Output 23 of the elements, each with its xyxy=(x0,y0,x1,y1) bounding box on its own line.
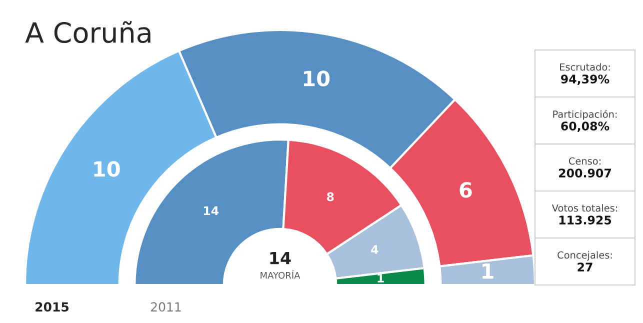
text: 200.907 xyxy=(559,168,611,178)
data-label: 6 xyxy=(460,182,472,198)
text: Concejales: xyxy=(558,251,612,261)
text: Votos totales: xyxy=(552,204,618,212)
data-label: 14 xyxy=(204,206,219,215)
text: Censo: xyxy=(568,157,600,165)
text: 113.925 xyxy=(559,216,612,225)
text: 27 xyxy=(578,262,592,272)
slice-label: 2015 xyxy=(36,302,69,312)
data-label: 8 xyxy=(326,192,334,202)
text: Participación: xyxy=(553,110,617,120)
data-label: 10 xyxy=(304,70,330,86)
data-label: 10 xyxy=(94,161,120,177)
slice-label: 2011 xyxy=(151,302,181,312)
data-label: 1 xyxy=(378,274,384,282)
chart-title: A Coruña xyxy=(25,21,150,44)
data-label: 1 xyxy=(482,263,494,279)
text: Escrutado: xyxy=(560,63,610,71)
text: 60,08% xyxy=(561,122,610,132)
text: MAYORÍA xyxy=(260,270,300,279)
text: 94,39% xyxy=(561,74,610,86)
data-label: 4 xyxy=(371,245,378,254)
text: 14 xyxy=(270,252,291,264)
